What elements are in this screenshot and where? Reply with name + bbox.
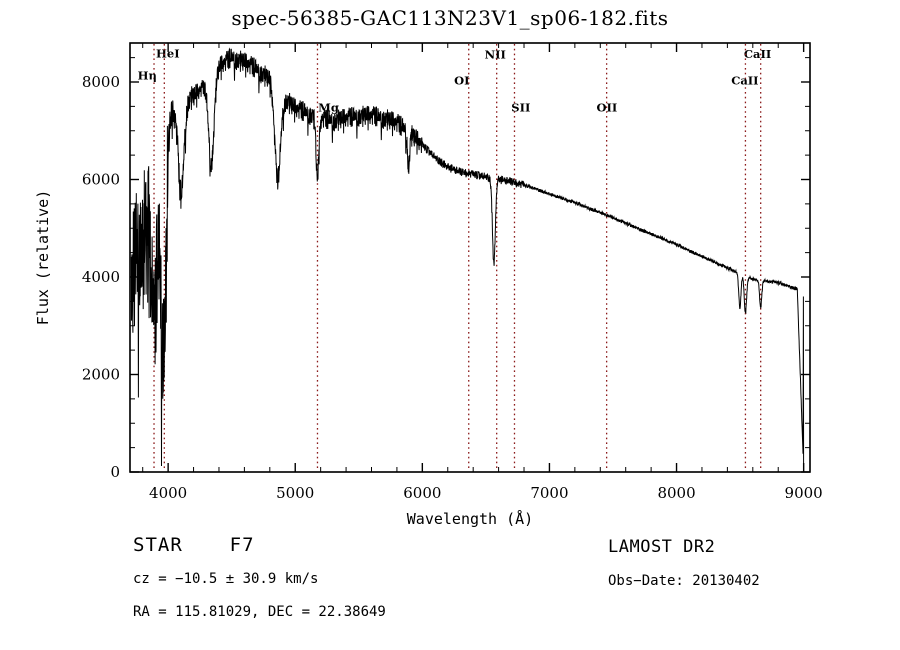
footer-obs-date: Obs−Date: 20130402 bbox=[608, 573, 760, 589]
x-tick-label: 5000 bbox=[276, 484, 314, 502]
spectral-line-label: Hη bbox=[138, 69, 157, 83]
spectral-line-label: CaII bbox=[731, 73, 758, 87]
object-type: STAR bbox=[133, 534, 183, 556]
footer-object-class: STAR F7 bbox=[133, 534, 255, 556]
page-title: spec-56385-GAC113N23V1_sp06-182.fits bbox=[231, 6, 669, 30]
spectral-line-label: Mg bbox=[318, 100, 339, 114]
x-tick-label: 9000 bbox=[785, 484, 823, 502]
y-axis-label: Flux (relative) bbox=[34, 190, 52, 325]
y-tick-label: 8000 bbox=[82, 73, 120, 91]
spectral-line-label: NII bbox=[485, 48, 506, 62]
footer-cz: cz = −10.5 ± 30.9 km/s bbox=[133, 571, 319, 587]
spectral-line-label: OII bbox=[596, 100, 617, 114]
y-tick-label: 6000 bbox=[82, 171, 120, 189]
spectral-class: F7 bbox=[229, 534, 255, 556]
x-tick-label: 8000 bbox=[657, 484, 695, 502]
y-tick-label: 2000 bbox=[82, 366, 120, 384]
spectral-line-label: SII bbox=[511, 100, 530, 114]
spectral-line-label: CaII bbox=[744, 47, 771, 61]
y-tick-label: 4000 bbox=[82, 268, 120, 286]
footer-survey: LAMOST DR2 bbox=[608, 537, 716, 557]
x-tick-label: 6000 bbox=[403, 484, 441, 502]
y-tick-label: 0 bbox=[110, 463, 120, 481]
footer-coordinates: RA = 115.81029, DEC = 22.38649 bbox=[133, 604, 386, 620]
plot-frame-top bbox=[129, 42, 811, 473]
x-axis-label: Wavelength (Å) bbox=[407, 509, 533, 528]
spectral-line-label: HeI bbox=[156, 47, 180, 61]
x-tick-label: 4000 bbox=[149, 484, 187, 502]
x-tick-label: 7000 bbox=[530, 484, 568, 502]
spectral-line-label: OI bbox=[454, 73, 469, 87]
spectrum-curve bbox=[130, 47, 805, 473]
